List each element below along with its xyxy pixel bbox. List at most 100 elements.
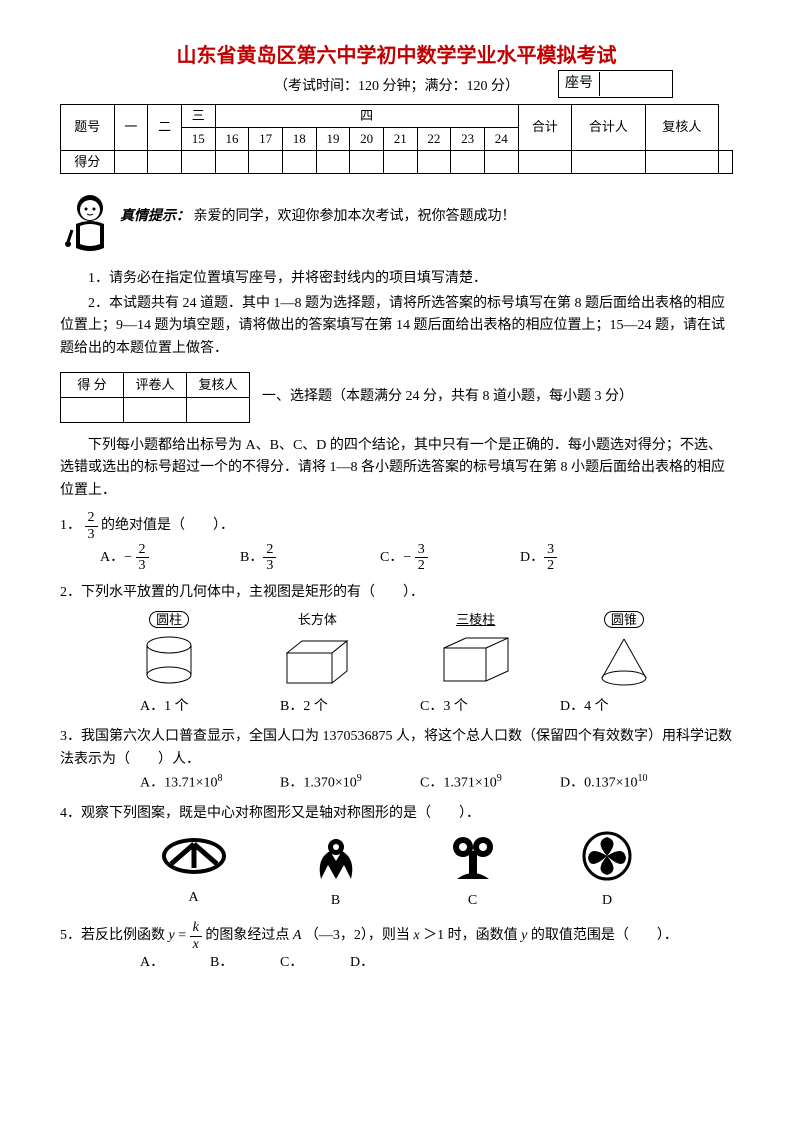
q5-c: （—3，2），则当 — [305, 928, 414, 943]
mini-cell[interactable] — [124, 397, 187, 422]
col-1: 一 — [114, 105, 148, 151]
score-cell[interactable] — [316, 151, 350, 174]
q1-opt-a-label: A． — [100, 550, 124, 565]
col-checker: 复核人 — [645, 105, 718, 151]
q1-opt-b-label: B． — [240, 550, 263, 565]
shape-prism: 三棱柱 — [436, 610, 516, 690]
q5-A: A — [293, 928, 302, 943]
q3-opt-c[interactable]: C．1.371×109 — [420, 771, 560, 795]
q3-opt-b[interactable]: B．1.370×109 — [280, 771, 420, 795]
q5-b: 的图象经过点 — [205, 928, 293, 943]
score-cell[interactable] — [148, 151, 182, 174]
score-cell[interactable] — [350, 151, 384, 174]
q5-opt-d[interactable]: D． — [350, 952, 420, 974]
question-4: 4．观察下列图案，既是中心对称图形又是轴对称图形的是（ ）． A B C D — [60, 803, 733, 912]
col-2: 二 — [148, 105, 182, 151]
q3-opt-d[interactable]: D．0.137×1010 — [560, 771, 700, 795]
q5-opt-a[interactable]: A． — [140, 952, 210, 974]
num-cell: 16 — [215, 128, 249, 151]
num-cell: 24 — [484, 128, 518, 151]
q1-num: 1． — [60, 518, 81, 533]
q5-y2: y — [521, 928, 527, 943]
score-cell[interactable] — [282, 151, 316, 174]
mini-cell[interactable] — [61, 397, 124, 422]
num-cell: 23 — [451, 128, 485, 151]
score-cell[interactable] — [383, 151, 417, 174]
instruction-2: 2．本试题共有 24 道题．其中 1—8 题为选择题，请将所选答案的标号填写在第… — [60, 293, 733, 360]
q5-a: 5．若反比例函数 — [60, 928, 169, 943]
score-cell[interactable] — [181, 151, 215, 174]
page-title: 山东省黄岛区第六中学初中数学学业水平模拟考试 — [60, 40, 733, 72]
score-cell[interactable] — [114, 151, 148, 174]
q3-d-s: 10 — [638, 773, 648, 784]
section-1-title: 一、选择题（本题满分 24 分，共有 8 道小题，每小题 3 分） — [262, 386, 633, 408]
col-total: 合计 — [518, 105, 572, 151]
q3-c-s: 9 — [497, 773, 502, 784]
score-cell[interactable] — [645, 151, 718, 174]
score-table: 题号 一 二 三 四 合计 合计人 复核人 15 16 17 18 19 20 … — [60, 104, 733, 174]
q2-opt-d[interactable]: D．4 个 — [560, 696, 700, 718]
logo-c: C — [443, 831, 503, 912]
mini-h2: 评卷人 — [124, 372, 187, 397]
q1-opt-a[interactable]: A．− 23 — [100, 542, 240, 574]
col-4: 四 — [215, 105, 518, 128]
shape-cuboid: 长方体 — [277, 610, 357, 690]
q1-opt-b[interactable]: B．23 — [240, 542, 380, 574]
q1-fraction: 23 — [85, 510, 98, 542]
score-cell[interactable] — [451, 151, 485, 174]
q5-x: x — [190, 937, 202, 952]
q5-d: ＞1 时，函数值 — [423, 928, 521, 943]
col-3: 三 — [181, 105, 215, 128]
label-cylinder: 圆柱 — [149, 611, 189, 628]
logo-d: D — [580, 831, 635, 912]
th-score: 得分 — [61, 151, 115, 174]
score-cell[interactable] — [719, 151, 733, 174]
q4-label-a: A — [159, 887, 229, 909]
q1-opt-c[interactable]: C．− 32 — [380, 542, 520, 574]
q2-opt-b[interactable]: B．2 个 — [280, 696, 420, 718]
question-3: 3．我国第六次人口普查显示，全国人口为 1370536875 人，将这个总人口数… — [60, 726, 733, 795]
q5-opt-b[interactable]: B． — [210, 952, 280, 974]
q4-label-d: D — [580, 890, 635, 912]
exam-info: （考试时间：120 分钟；满分：120 分） — [274, 79, 519, 94]
score-cell[interactable] — [484, 151, 518, 174]
instruction-1: 1．请务必在指定位置填写座号，并将密封线内的项目填写清楚． — [60, 268, 733, 290]
q2-stem: 2．下列水平放置的几何体中，主视图是矩形的有（ ）． — [60, 582, 733, 604]
q1-opt-d[interactable]: D．32 — [520, 542, 660, 574]
q2-opt-a[interactable]: A．1 个 — [140, 696, 280, 718]
q5-k: k — [190, 920, 202, 936]
num-cell: 19 — [316, 128, 350, 151]
num-cell: 20 — [350, 128, 384, 151]
q5-eq: = — [175, 928, 190, 943]
score-cell[interactable] — [417, 151, 451, 174]
section-1-note: 下列每小题都给出标号为 A、B、C、D 的四个结论，其中只有一个是正确的．每小题… — [60, 435, 733, 502]
q3-a-s: 8 — [218, 773, 223, 784]
th-num: 题号 — [61, 105, 115, 151]
seat-blank[interactable] — [599, 72, 672, 96]
q5-opt-c[interactable]: C． — [280, 952, 350, 974]
teacher-avatar-icon — [60, 188, 120, 258]
score-cell[interactable] — [572, 151, 645, 174]
q4-label-b: B — [306, 890, 366, 912]
mini-h1: 得 分 — [61, 372, 124, 397]
score-cell[interactable] — [215, 151, 249, 174]
q3-d-t: D．0.137×10 — [560, 776, 638, 791]
q1-frac-d: 3 — [85, 527, 98, 542]
num-cell: 18 — [282, 128, 316, 151]
seat-box: 座号 — [558, 70, 673, 98]
q1-frac-n: 2 — [85, 510, 98, 526]
mini-score-table: 得 分 评卷人 复核人 — [60, 372, 250, 423]
col-totaler: 合计人 — [572, 105, 645, 151]
mini-cell[interactable] — [187, 397, 250, 422]
q3-b-t: B．1.370×10 — [280, 776, 357, 791]
q2-opt-c[interactable]: C．3 个 — [420, 696, 560, 718]
q3-stem: 3．我国第六次人口普查显示，全国人口为 1370536875 人，将这个总人口数… — [60, 726, 733, 771]
score-cell[interactable] — [518, 151, 572, 174]
q4-stem: 4．观察下列图案，既是中心对称图形又是轴对称图形的是（ ）． — [60, 803, 733, 825]
num-cell: 22 — [417, 128, 451, 151]
logo-b: B — [306, 831, 366, 912]
q1-stem: 的绝对值是（ ）． — [101, 518, 234, 533]
q3-opt-a[interactable]: A．13.71×108 — [140, 771, 280, 795]
tip-text: 亲爱的同学，欢迎你参加本次考试，祝你答题成功！ — [194, 209, 516, 224]
score-cell[interactable] — [249, 151, 283, 174]
